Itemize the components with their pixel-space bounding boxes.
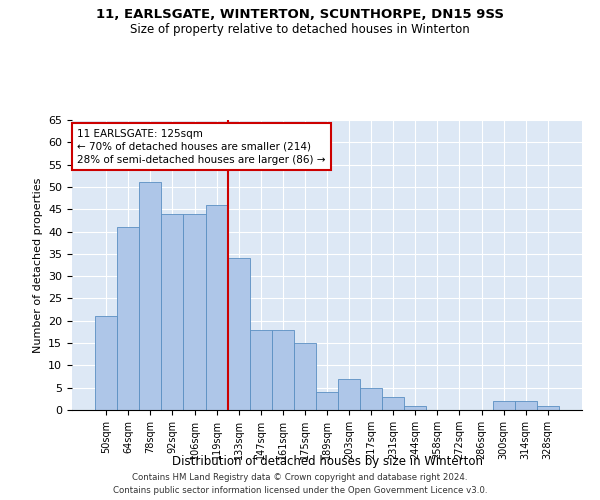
Bar [294, 343, 316, 410]
Bar [250, 330, 272, 410]
Bar [227, 258, 250, 410]
Bar [382, 396, 404, 410]
Bar [117, 227, 139, 410]
Bar [95, 316, 117, 410]
Bar [206, 205, 227, 410]
Bar [184, 214, 206, 410]
Text: 11, EARLSGATE, WINTERTON, SCUNTHORPE, DN15 9SS: 11, EARLSGATE, WINTERTON, SCUNTHORPE, DN… [96, 8, 504, 20]
Text: Distribution of detached houses by size in Winterton: Distribution of detached houses by size … [172, 454, 482, 468]
Bar [493, 401, 515, 410]
Bar [161, 214, 184, 410]
Bar [537, 406, 559, 410]
Bar [404, 406, 427, 410]
Text: Size of property relative to detached houses in Winterton: Size of property relative to detached ho… [130, 22, 470, 36]
Text: 11 EARLSGATE: 125sqm
← 70% of detached houses are smaller (214)
28% of semi-deta: 11 EARLSGATE: 125sqm ← 70% of detached h… [77, 128, 326, 165]
Bar [139, 182, 161, 410]
Y-axis label: Number of detached properties: Number of detached properties [32, 178, 43, 352]
Bar [316, 392, 338, 410]
Bar [360, 388, 382, 410]
Text: Contains HM Land Registry data © Crown copyright and database right 2024.
Contai: Contains HM Land Registry data © Crown c… [113, 474, 487, 495]
Bar [515, 401, 537, 410]
Bar [272, 330, 294, 410]
Bar [338, 379, 360, 410]
